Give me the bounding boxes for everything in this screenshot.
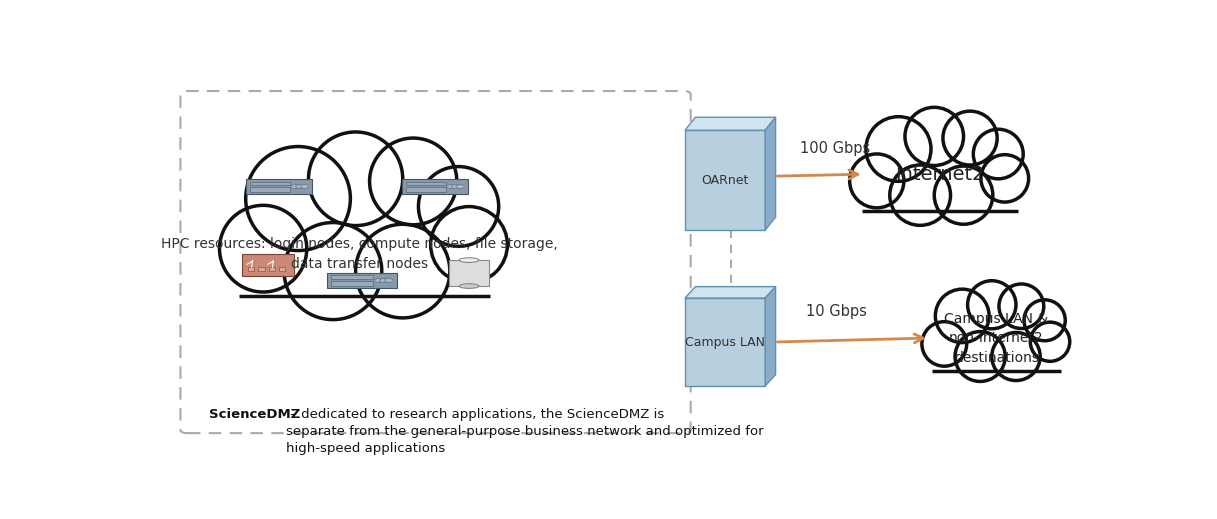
Text: 100 Gbps: 100 Gbps — [800, 141, 870, 156]
Bar — [449, 260, 489, 286]
Circle shape — [296, 185, 304, 188]
Ellipse shape — [219, 206, 307, 292]
Ellipse shape — [370, 138, 456, 225]
Polygon shape — [685, 286, 775, 298]
Text: OARnet: OARnet — [701, 174, 748, 187]
Text: 10 Gbps: 10 Gbps — [806, 304, 867, 319]
Polygon shape — [239, 245, 490, 296]
Polygon shape — [862, 179, 1017, 211]
Ellipse shape — [968, 281, 1016, 329]
Ellipse shape — [1023, 300, 1065, 341]
Polygon shape — [685, 117, 775, 130]
Circle shape — [452, 185, 460, 188]
Ellipse shape — [419, 167, 499, 247]
Bar — [406, 182, 445, 185]
Ellipse shape — [992, 333, 1041, 380]
Ellipse shape — [849, 154, 904, 208]
Text: Internet2: Internet2 — [894, 165, 985, 184]
Ellipse shape — [936, 289, 989, 343]
Ellipse shape — [1031, 322, 1070, 361]
Ellipse shape — [974, 129, 1023, 179]
Ellipse shape — [867, 117, 931, 181]
Ellipse shape — [246, 146, 350, 251]
Bar — [326, 273, 397, 288]
Circle shape — [385, 279, 393, 282]
Ellipse shape — [935, 166, 993, 224]
Ellipse shape — [999, 284, 1044, 329]
Bar — [246, 179, 313, 194]
Ellipse shape — [955, 332, 1005, 381]
Ellipse shape — [864, 132, 1016, 208]
Bar — [406, 187, 445, 192]
Ellipse shape — [943, 111, 997, 165]
Ellipse shape — [308, 132, 403, 226]
Ellipse shape — [890, 165, 950, 225]
Bar — [685, 130, 765, 230]
Text: – dedicated to research applications, the ScienceDMZ is
separate from the genera: – dedicated to research applications, th… — [286, 408, 764, 455]
Bar — [331, 276, 374, 279]
Circle shape — [380, 279, 388, 282]
Text: HPC resources: login nodes, compute nodes, file storage,
data transfer nodes: HPC resources: login nodes, compute node… — [161, 237, 559, 271]
Text: Campus LAN &
non-Internet2
destinations: Campus LAN & non-Internet2 destinations — [944, 311, 1048, 364]
Circle shape — [375, 279, 383, 282]
Bar — [258, 267, 264, 270]
Ellipse shape — [905, 107, 964, 166]
Bar — [402, 179, 469, 194]
Circle shape — [301, 185, 309, 188]
Ellipse shape — [284, 223, 382, 320]
Polygon shape — [765, 117, 775, 230]
Circle shape — [456, 185, 465, 188]
Ellipse shape — [933, 301, 1059, 367]
Bar — [251, 187, 290, 192]
Bar — [242, 254, 293, 276]
Ellipse shape — [459, 284, 479, 289]
Bar — [248, 267, 254, 270]
Polygon shape — [932, 342, 1061, 371]
Text: Campus LAN: Campus LAN — [685, 335, 765, 349]
Ellipse shape — [242, 172, 487, 291]
Circle shape — [447, 185, 455, 188]
Ellipse shape — [431, 207, 507, 283]
Circle shape — [291, 185, 299, 188]
Bar — [331, 281, 374, 286]
Ellipse shape — [459, 258, 479, 263]
Bar — [685, 298, 765, 386]
Bar — [269, 267, 275, 270]
Bar — [279, 267, 285, 270]
Polygon shape — [765, 286, 775, 386]
Bar — [251, 182, 290, 185]
Ellipse shape — [355, 224, 450, 318]
Ellipse shape — [922, 322, 966, 366]
Ellipse shape — [981, 155, 1028, 202]
Text: ScienceDMZ: ScienceDMZ — [209, 408, 301, 421]
